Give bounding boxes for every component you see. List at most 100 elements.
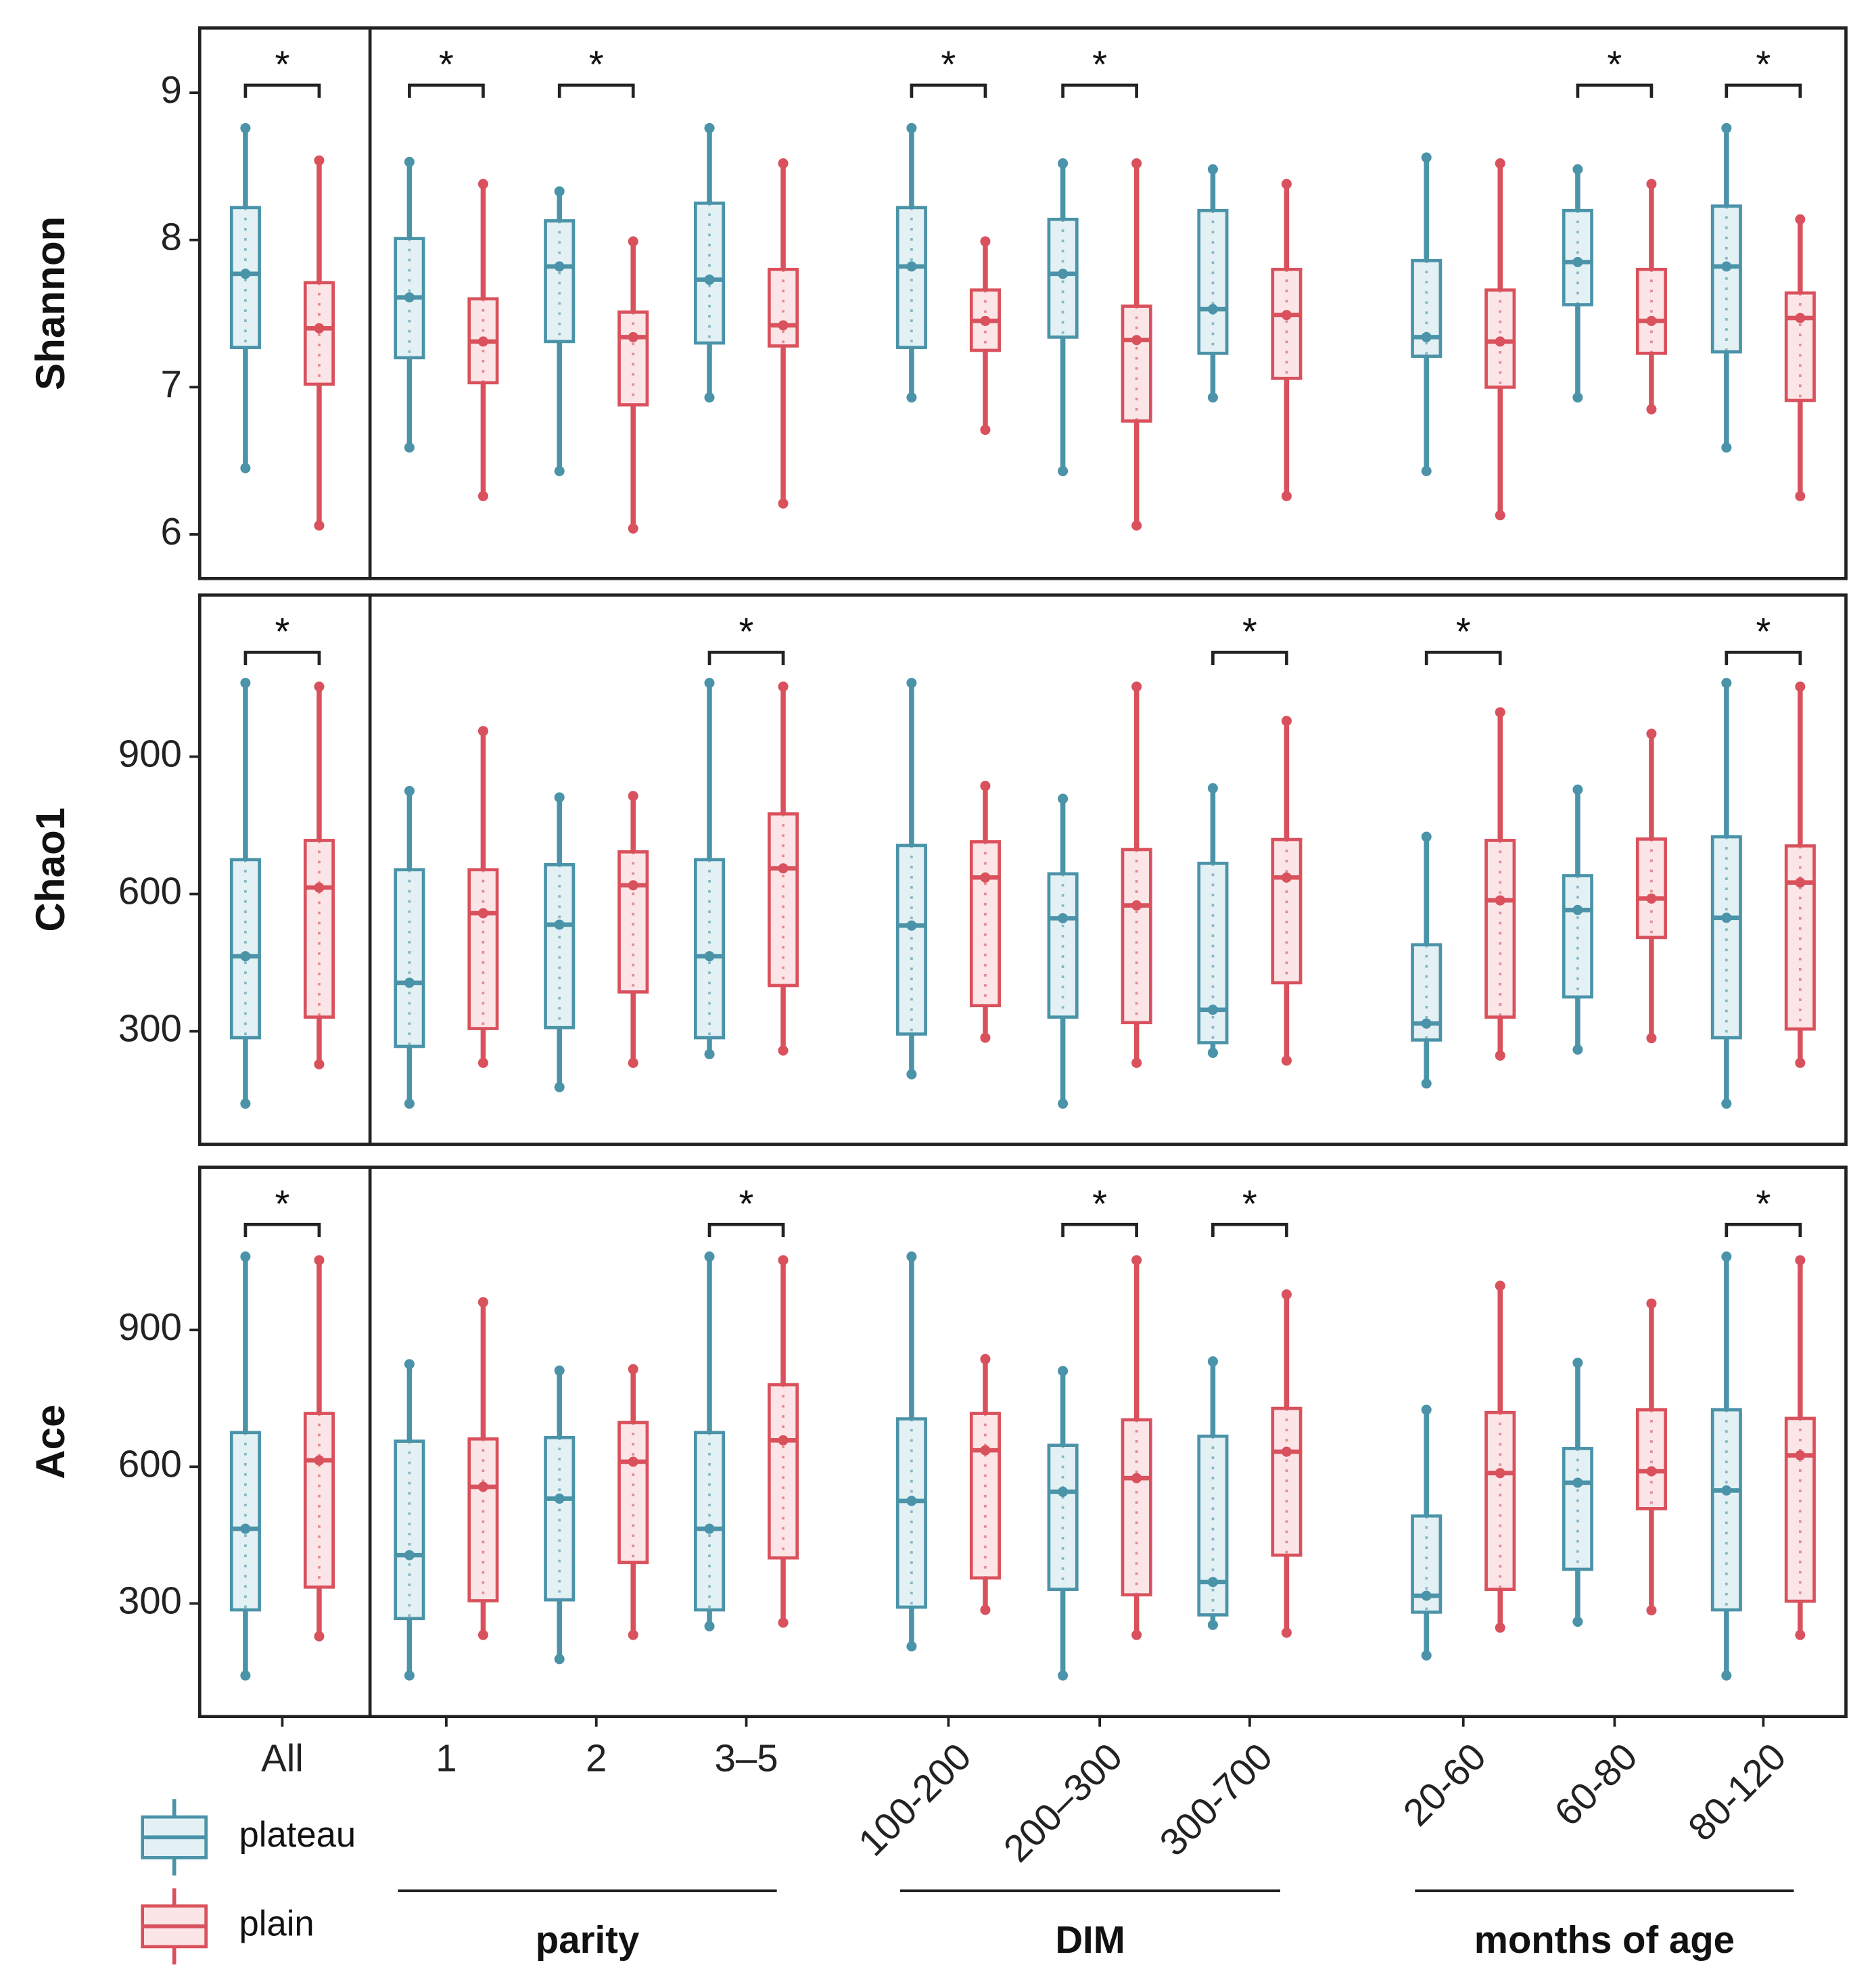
point [980,1445,991,1456]
point [1281,179,1292,189]
significance-bracket [1211,1222,1288,1238]
point [1721,1099,1732,1109]
box-plot [1411,831,1443,1089]
point [1646,1605,1657,1616]
box [617,310,649,407]
point [477,1629,488,1640]
point [240,269,251,279]
significance-bracket [243,650,321,666]
box [467,868,499,1030]
box-plot [544,792,576,1092]
box-plot [1635,179,1667,415]
group-label: DIM [1055,1918,1125,1961]
box [1121,848,1152,1025]
point [1646,893,1657,904]
point [314,1631,325,1642]
box-plot [1562,1358,1593,1627]
x-tick-label: 20-60 [1395,1735,1495,1834]
box-plot [229,678,261,1109]
y-tick-label: 600 [118,870,182,912]
x-tick-label: 2 [586,1736,607,1779]
point [1131,335,1142,346]
significance-bracket [408,83,485,98]
box-plot [969,781,1001,1043]
box [768,267,799,348]
point [240,463,251,473]
point [1795,1450,1806,1461]
point [477,1481,488,1492]
point [628,236,638,247]
box-plot [394,785,425,1109]
y-axis-title: Shannon [28,216,73,390]
box-plot [467,726,499,1068]
significance-bracket [1211,650,1288,666]
point [1058,1366,1069,1377]
point [404,1099,415,1109]
point [628,1057,638,1068]
significance-label: * [1756,610,1771,653]
point [980,781,991,791]
point [477,336,488,347]
box-plot [969,236,1001,436]
box [544,219,576,344]
point [554,186,565,197]
point [240,951,251,962]
point [1572,1044,1583,1055]
point [778,863,789,874]
point [1495,336,1505,347]
x-tick-label: 3–5 [715,1736,778,1779]
box-plot [895,678,927,1080]
point [314,520,325,531]
point [1131,1255,1142,1266]
point [906,261,917,272]
box [1197,1434,1229,1617]
significance-bracket [557,83,635,98]
significance-label: * [439,43,454,86]
point [1207,1047,1218,1058]
significance-bracket [1424,650,1502,666]
y-tick-label: 7 [161,363,182,405]
box-plot [303,1255,335,1642]
box-plot [1710,678,1742,1109]
significance-bracket [1725,83,1802,98]
x-tick-label: All [261,1736,304,1779]
point [1421,152,1432,163]
point [477,908,488,919]
box-plot [1047,1366,1079,1681]
box-plot [229,1251,261,1681]
group-label: months of age [1474,1918,1735,1961]
point [1646,179,1657,189]
point [240,1099,251,1109]
significance-label: * [1456,610,1471,653]
point [906,920,917,931]
point [704,1621,715,1632]
box-plot [1197,1356,1229,1630]
point [1721,678,1732,689]
point [704,122,715,133]
point [1646,1466,1657,1477]
box [229,1431,261,1612]
significance-bracket [1725,1222,1802,1238]
box [229,858,261,1040]
box-plot [1710,1251,1742,1681]
point [1421,465,1432,476]
significance-bracket [1576,83,1654,98]
significance-label: * [1756,43,1771,86]
point [1646,729,1657,739]
point [1572,1477,1583,1488]
x-tick-label: 200–300 [995,1735,1131,1870]
point [477,1297,488,1308]
x-tick-label: 100-200 [850,1735,979,1864]
box [617,850,649,994]
box [693,1431,726,1612]
box [394,868,425,1048]
point [1207,1004,1218,1015]
point [1572,904,1583,915]
point [554,1082,565,1092]
significance-label: * [275,610,289,653]
box-plot [303,155,335,531]
box-plot [693,122,726,403]
point [1281,872,1292,883]
box-plot [1635,729,1667,1044]
point [1281,1446,1292,1457]
